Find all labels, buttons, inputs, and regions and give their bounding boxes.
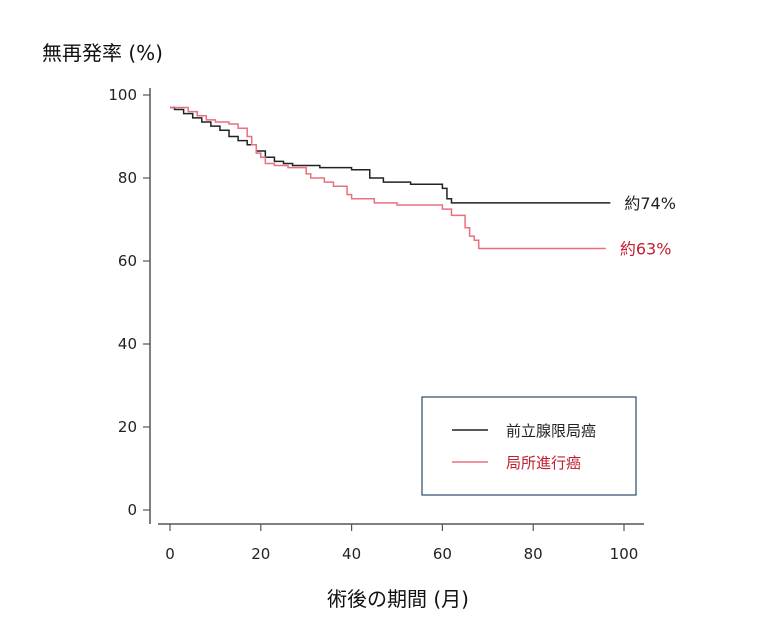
end-labels: 約74% 約63%	[620, 194, 676, 259]
series-line-0	[170, 106, 611, 204]
legend: 前立腺限局癌 局所進行癌	[421, 396, 637, 496]
y-ticks: 0 20 40 60 80 100	[108, 86, 150, 519]
y-tick-label: 60	[118, 252, 137, 270]
x-tick-label: 60	[433, 545, 452, 563]
legend-label-advanced: 局所進行癌	[506, 454, 581, 472]
x-tick-label: 20	[251, 545, 270, 563]
x-axis-label: 術後の期間 (月)	[327, 587, 469, 611]
legend-label-localized: 前立腺限局癌	[506, 422, 596, 440]
y-tick-label: 0	[127, 501, 137, 519]
series-lines	[170, 106, 611, 250]
y-tick-label: 40	[118, 335, 137, 353]
x-tick-label: 100	[610, 545, 639, 563]
x-tick-label: 40	[342, 545, 361, 563]
y-tick-label: 80	[118, 169, 137, 187]
y-tick-label: 20	[118, 418, 137, 436]
x-ticks: 0 20 40 60 80 100	[165, 524, 638, 563]
end-label-0: 約74%	[624, 194, 676, 213]
end-label-1: 約63%	[620, 240, 672, 259]
legend-box	[421, 396, 637, 496]
x-tick-label: 80	[524, 545, 543, 563]
y-tick-label: 100	[108, 86, 137, 104]
y-axis-label: 無再発率 (%)	[42, 41, 163, 65]
x-tick-label: 0	[165, 545, 175, 563]
series-line-1	[170, 106, 606, 250]
